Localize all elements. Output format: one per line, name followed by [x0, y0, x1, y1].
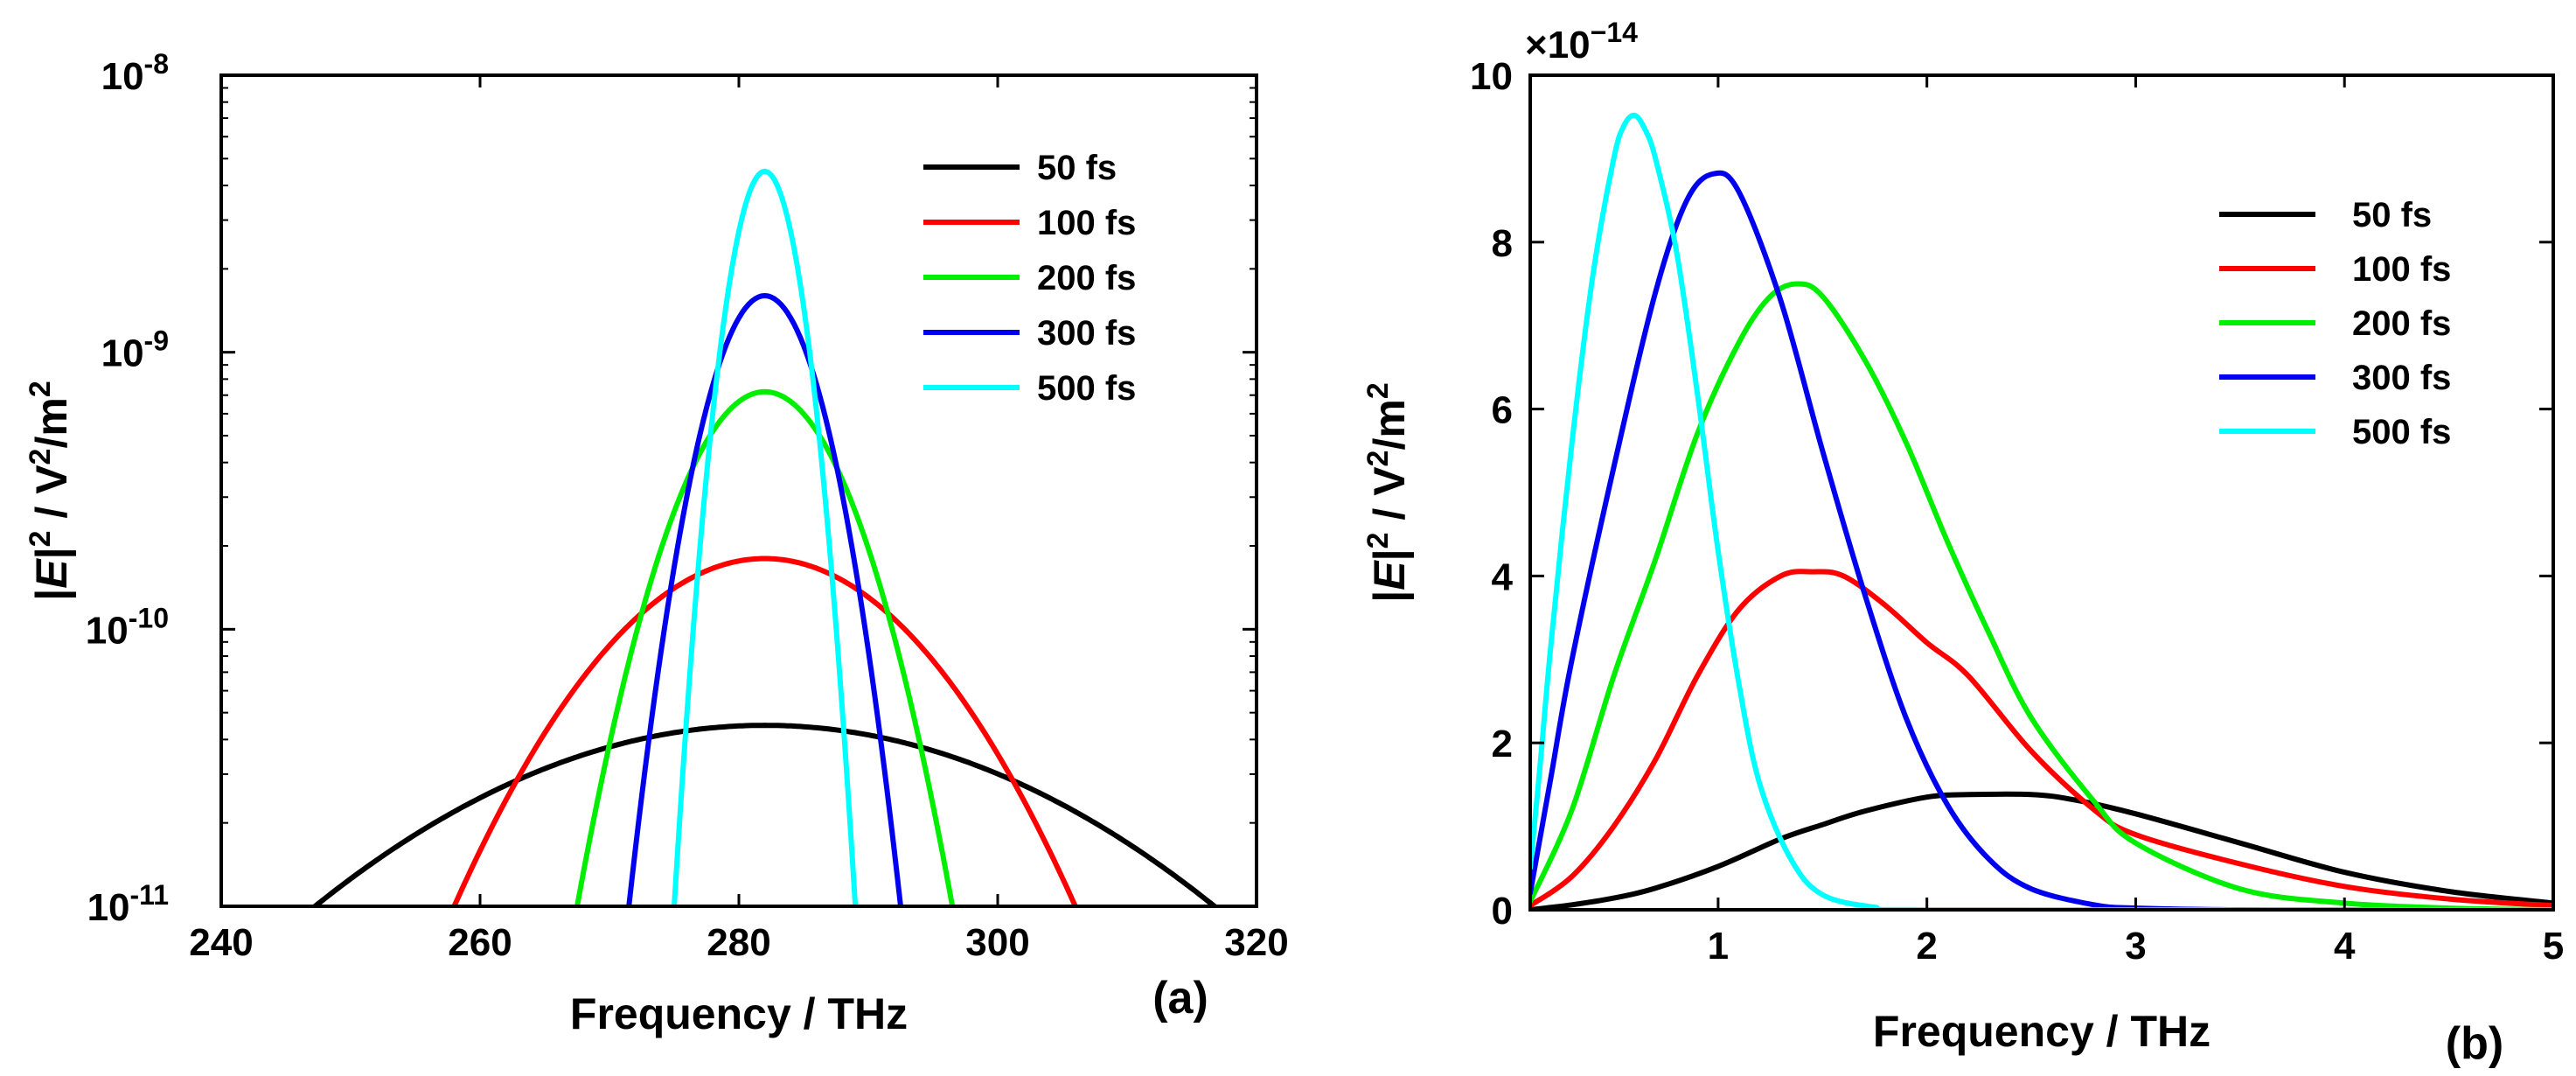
series-line-a-200fs	[574, 388, 956, 906]
legend-label-a: 200 fs	[1037, 259, 1136, 297]
x-axis-label-a: Frequency / THz	[570, 989, 908, 1038]
series-line-a-50fs	[310, 723, 1219, 906]
series-line-b-200fs	[1530, 281, 2553, 910]
x-tick-label-b: 2	[1916, 925, 1937, 968]
legend-label-a: 300 fs	[1037, 314, 1136, 353]
y-axis-label-b: |E|2 / V2/m2	[1361, 382, 1415, 603]
panel-a-chart: 240 260 280 300 320 10-11 10-10 10-9 10-8 Frequen…	[24, 48, 1289, 1038]
series-line-a-500fs	[671, 168, 859, 906]
legend-label-b: 500 fs	[2352, 413, 2451, 451]
series-line-a-300fs	[626, 293, 904, 906]
x-tick-label-a: 300	[965, 921, 1029, 964]
y-tick-label-a: 10-9	[101, 325, 169, 375]
x-tick-label-b: 4	[2334, 925, 2356, 968]
x-axis-label-b: Frequency / THz	[1873, 1007, 2210, 1056]
panel-label-a: (a)	[1152, 973, 1208, 1024]
legend-label-a: 500 fs	[1037, 369, 1136, 408]
legend-label-a: 50 fs	[1037, 149, 1117, 187]
y-tick-label-b: 4	[1492, 555, 1514, 598]
x-tick-label-a: 280	[707, 921, 770, 964]
panel-label-b: (b)	[2446, 1018, 2503, 1069]
panel-b-chart: 1 2 3 4 5 0 2 4 6 8 10 ×10−14 Frequency / THz |E|2 / …	[1361, 17, 2564, 1069]
y-tick-label-b: 10	[1470, 55, 1513, 98]
series-line-b-500fs	[1530, 112, 2553, 910]
legend-label-b: 100 fs	[2352, 250, 2451, 289]
series-line-b-100fs	[1530, 569, 2553, 909]
legend-label-b: 50 fs	[2352, 196, 2432, 234]
x-tick-label-b: 3	[2125, 925, 2146, 968]
y-tick-label-b: 6	[1492, 389, 1513, 432]
x-tick-label-a: 320	[1224, 921, 1288, 964]
axes-frame-b	[1528, 73, 2555, 912]
x-tick-label-b: 1	[1708, 925, 1729, 968]
y-axis-label-a: |E|2 / V2/m2	[24, 381, 77, 601]
legend-label-b: 300 fs	[2352, 359, 2451, 397]
legend-label-a: 100 fs	[1037, 204, 1136, 242]
y-tick-label-a: 10-10	[86, 602, 169, 652]
series-line-b-50fs	[1530, 791, 2553, 910]
legend-label-b: 200 fs	[2352, 304, 2451, 343]
x-tick-label-a: 240	[189, 921, 253, 964]
x-tick-label-b: 5	[2543, 925, 2564, 968]
series-line-a-100fs	[451, 555, 1079, 906]
axes-frame-a	[219, 73, 1258, 908]
y-tick-label-a: 10-8	[101, 48, 169, 98]
y-tick-label-b: 2	[1492, 723, 1513, 765]
x-tick-label-a: 260	[448, 921, 512, 964]
y-tick-label-a: 10-11	[87, 879, 169, 929]
y-tick-label-b: 0	[1492, 890, 1513, 933]
y-multiplier-b: ×10−14	[1525, 17, 1638, 66]
y-tick-label-b: 8	[1492, 222, 1513, 265]
